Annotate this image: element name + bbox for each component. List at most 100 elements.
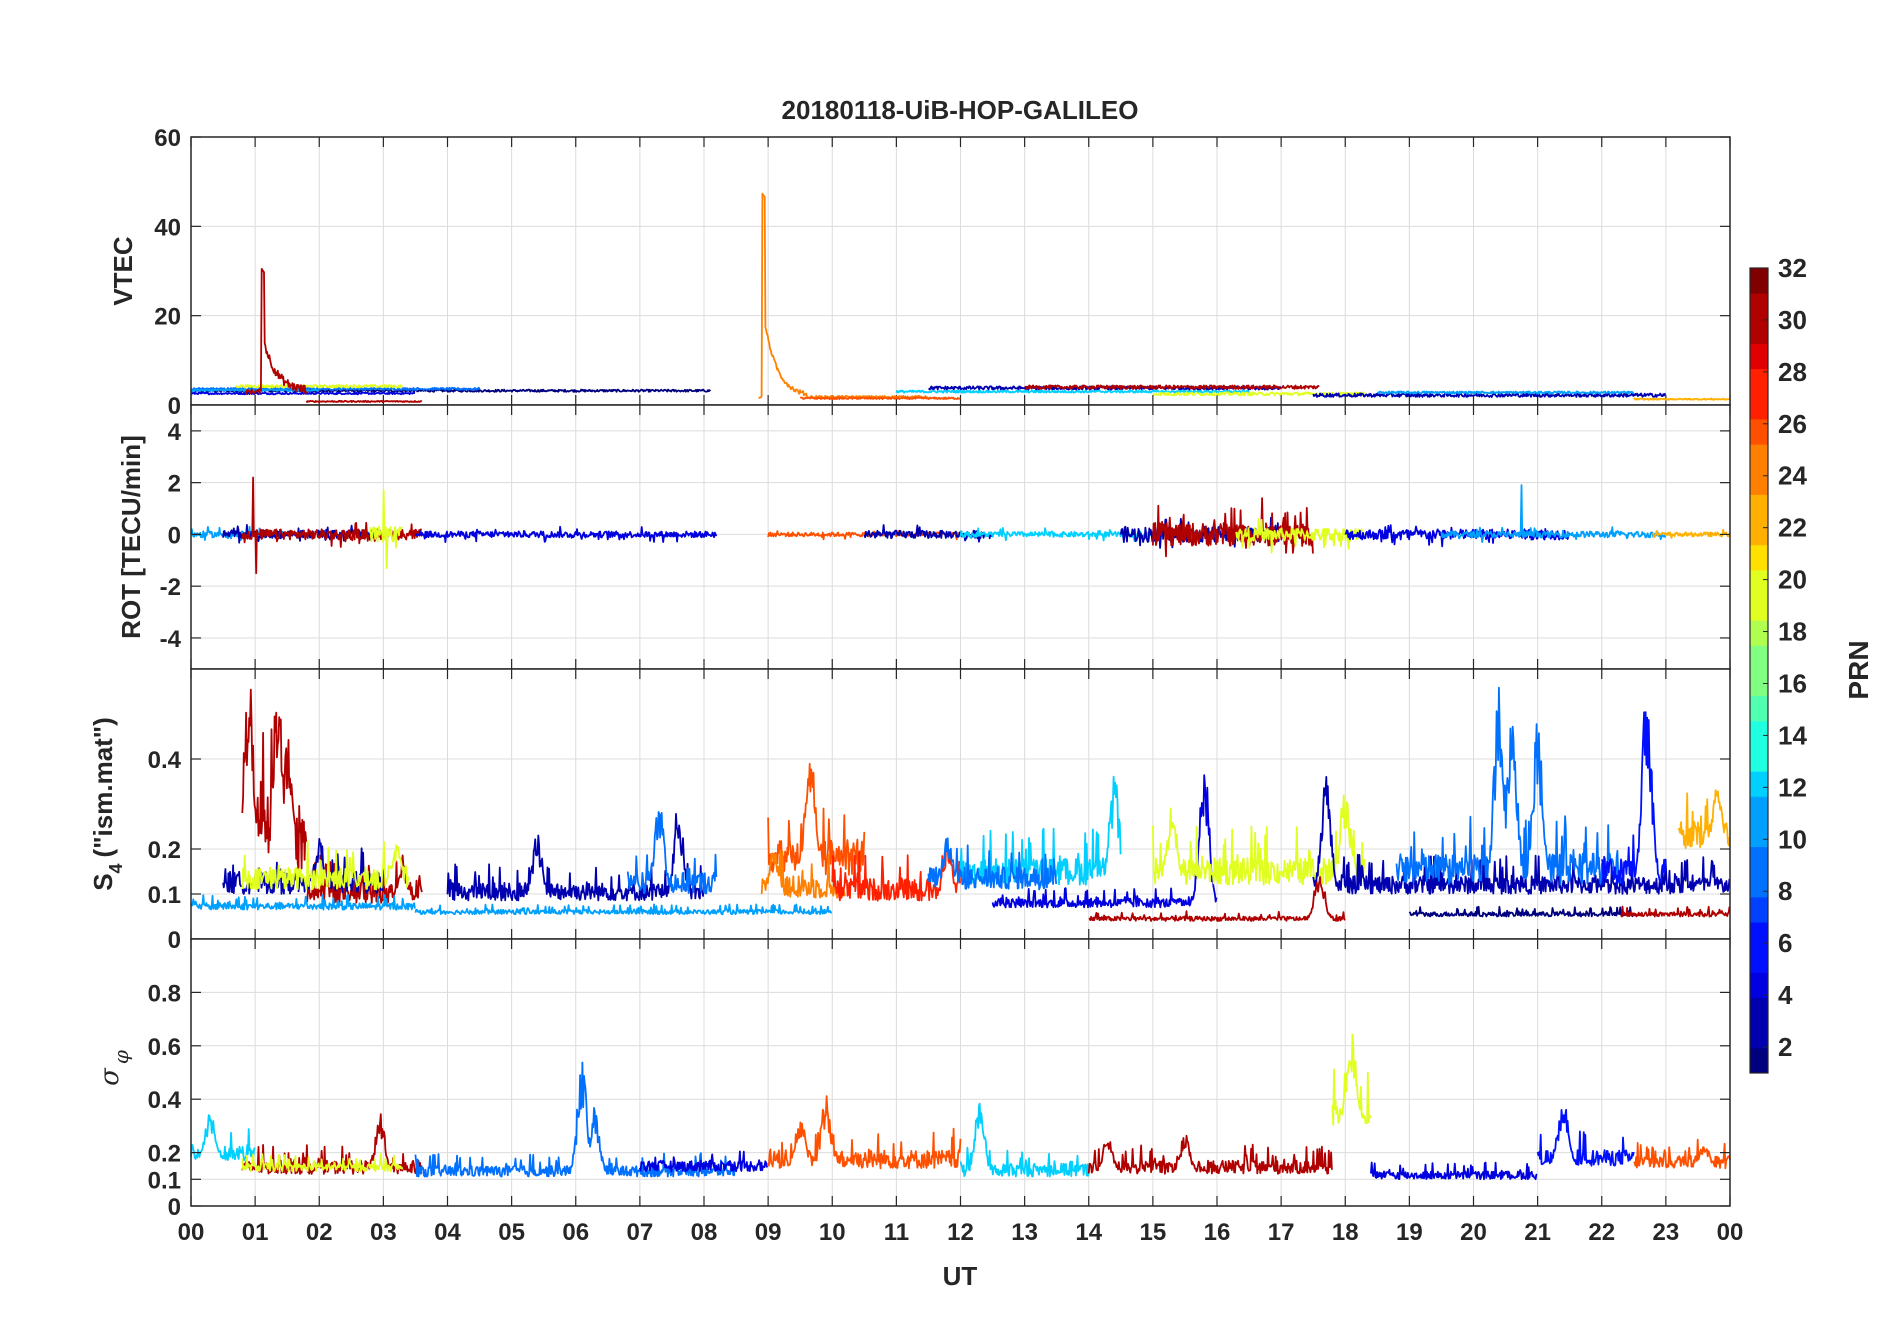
- series-line-prn-27: [831, 843, 961, 902]
- series-line-prn-3: [1312, 776, 1731, 895]
- colorbar-band: [1750, 368, 1768, 395]
- s4-lines: [190, 686, 1731, 922]
- series-line-prn-30: [1152, 497, 1314, 558]
- y-tick-label: 40: [154, 214, 181, 241]
- sigma-phi-ylabel: σφ: [95, 1050, 133, 1086]
- series-line-prn-23: [1677, 789, 1731, 849]
- colorbar-tick-label: 28: [1778, 357, 1807, 387]
- y-tick-label: 0.2: [148, 1141, 181, 1168]
- y-tick-label: 4: [168, 419, 182, 446]
- colorbar-band: [1750, 1047, 1768, 1074]
- x-tick-label: 15: [1140, 1219, 1167, 1246]
- y-tick-label: 0: [168, 1194, 181, 1221]
- series-line-prn-3: [1312, 392, 1667, 398]
- series-line-prn-10: [1440, 484, 1667, 543]
- series-line-prn-11: [414, 903, 833, 916]
- x-tick-label: 06: [562, 1219, 589, 1246]
- series-line-prn-19: [1331, 1033, 1372, 1126]
- colorbar-band: [1750, 922, 1768, 948]
- x-tick-label: 09: [755, 1219, 782, 1246]
- colorbar-tick-label: 26: [1778, 409, 1807, 439]
- series-line-prn-4: [639, 1150, 769, 1173]
- x-tick-label: 02: [306, 1219, 333, 1246]
- colorbar-band: [1750, 1022, 1768, 1049]
- y-tick-label: 0: [168, 927, 181, 954]
- colorbar-band: [1750, 720, 1768, 747]
- series-line-prn-30: [241, 688, 308, 870]
- x-tick-label: 22: [1588, 1219, 1615, 1246]
- series-line-prn-26: [799, 396, 961, 401]
- colorbar-band: [1750, 469, 1768, 495]
- x-tick-label: 19: [1396, 1219, 1423, 1246]
- series-line-prn-19: [241, 1152, 404, 1173]
- colorbar-tick-label: 16: [1778, 668, 1807, 698]
- colorbar-tick-label: 18: [1778, 617, 1807, 647]
- series-line-prn-30: [1088, 872, 1346, 922]
- colorbar-band: [1750, 444, 1768, 470]
- y-tick-label: 0.1: [148, 882, 181, 909]
- x-tick-label: 14: [1075, 1219, 1102, 1246]
- colorbar-tick-label: 24: [1778, 461, 1807, 491]
- sigma-phi-ylabel-sub: φ: [109, 1050, 133, 1064]
- series-line-prn-9: [626, 811, 718, 895]
- colorbar-label: PRN: [1843, 640, 1874, 699]
- x-tick-label: 08: [691, 1219, 718, 1246]
- colorbar-band: [1750, 268, 1768, 294]
- series-line-prn-26: [767, 762, 866, 876]
- y-tick-label: 60: [154, 125, 181, 152]
- colorbar-band: [1750, 343, 1768, 370]
- vtec-ylabel: VTEC: [108, 236, 138, 306]
- y-tick-label: 0.1: [148, 1167, 181, 1194]
- series-line-prn-12: [190, 1114, 256, 1162]
- colorbar-band: [1750, 846, 1768, 873]
- series-line-prn-4: [991, 774, 1218, 909]
- y-tick-label: -2: [160, 574, 181, 601]
- colorbar-band: [1750, 771, 1768, 797]
- figure-title: 20180118-UiB-HOP-GALILEO: [782, 95, 1139, 125]
- colorbar-band: [1750, 318, 1768, 344]
- series-line-prn-6: [1600, 711, 1667, 886]
- colorbar-band: [1750, 595, 1768, 621]
- sigma-phi-y-ticks: 00.10.2 0.4 0.6 0.8: [148, 980, 1730, 1221]
- y-tick-label: 0.8: [148, 980, 181, 1007]
- rot-panel: 4 2 0 -2 -4 ROT [TECU/min]: [116, 404, 1731, 670]
- series-line-prn-31: [1024, 384, 1320, 390]
- x-tick-label: 11: [884, 1219, 909, 1246]
- colorbar-band: [1750, 544, 1768, 571]
- colorbar-band: [1750, 393, 1768, 420]
- colorbar-band: [1750, 796, 1768, 822]
- series-line-prn-3: [446, 813, 705, 902]
- series-line-prn-12: [895, 389, 1250, 394]
- colorbar-tick-label: 32: [1778, 253, 1807, 283]
- x-tick-label: 12: [947, 1219, 974, 1246]
- y-tick-label: 0: [168, 522, 181, 549]
- colorbar-swatches: [1750, 268, 1768, 1074]
- series-line-prn-19: [235, 383, 403, 389]
- colorbar-band: [1750, 293, 1768, 319]
- series-line-prn-30: [305, 399, 423, 404]
- series-line-prn-4: [414, 525, 718, 543]
- y-tick-label: 20: [154, 304, 181, 331]
- sigma-phi-frame: [190, 938, 1731, 1207]
- colorbar-tick-label: 8: [1778, 876, 1792, 906]
- colorbar-band: [1750, 670, 1768, 697]
- x-axis-ticks: 00 01 02 03 04 05 06 07 08 09 10 11 12 13 14 15 16 17 18 19…: [178, 1219, 1744, 1246]
- vtec-panel: 0 20 40 60 VTEC: [108, 125, 1731, 420]
- rot-lines: [190, 476, 1731, 575]
- colorbar-frame: [1749, 267, 1769, 1074]
- x-tick-label: 04: [434, 1219, 461, 1246]
- colorbar-band: [1750, 695, 1768, 722]
- x-tick-label: 07: [627, 1219, 654, 1246]
- s4-ylabel: S4 ("ism.mat"): [88, 717, 126, 891]
- y-tick-label: 0.4: [148, 1087, 182, 1114]
- colorbar-tick-label: 4: [1778, 980, 1793, 1010]
- series-line-prn-19: [1235, 518, 1365, 554]
- vtec-y-ticks: 0 20 40 60: [154, 125, 1730, 420]
- x-tick-label: 16: [1204, 1219, 1231, 1246]
- y-tick-label: 0.4: [148, 747, 182, 774]
- series-line-prn-19: [241, 840, 410, 891]
- x-tick-label: 21: [1524, 1219, 1551, 1246]
